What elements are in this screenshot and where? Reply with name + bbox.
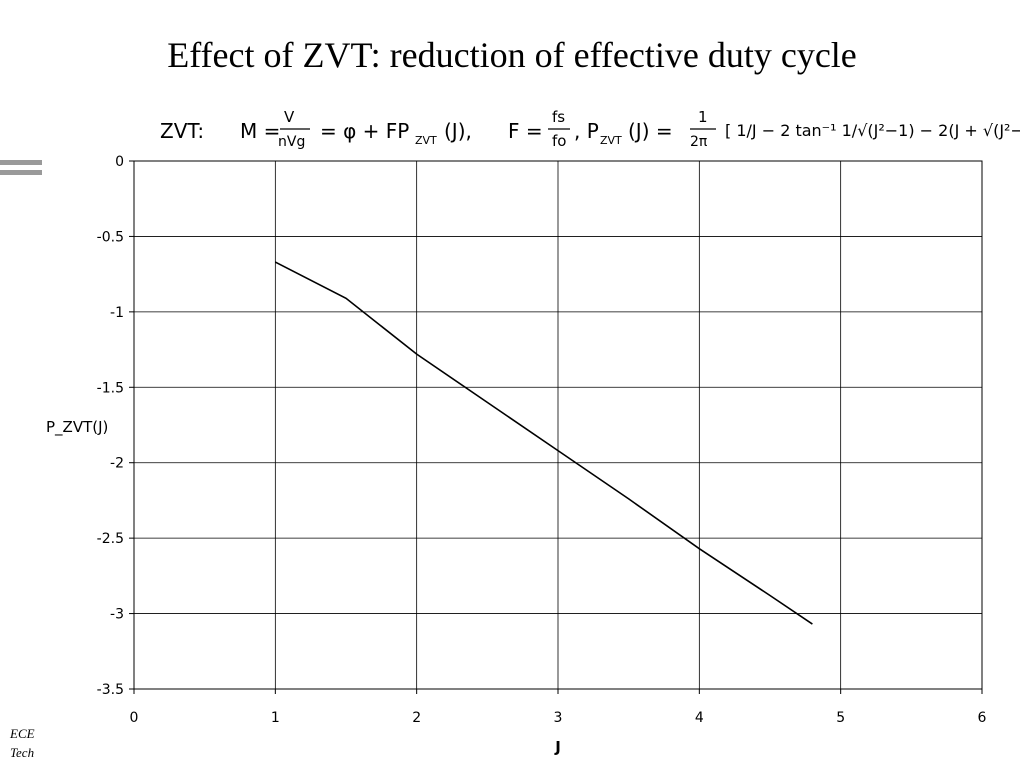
footer-line-1: ECE xyxy=(10,726,35,741)
y-tick-label: -2.5 xyxy=(97,531,124,547)
decorative-bar-top xyxy=(0,160,42,165)
formula-p-num: 1 xyxy=(698,108,708,126)
formula-p-lhs: , P xyxy=(574,119,599,143)
formula-p-sub: ZVT xyxy=(600,134,622,147)
x-tick-label: 4 xyxy=(695,710,704,726)
decorative-bars xyxy=(0,160,42,180)
x-tick-label: 1 xyxy=(271,710,280,726)
formula-m-eq: M = xyxy=(240,119,280,143)
x-tick-label: 3 xyxy=(554,710,563,726)
y-axis-label: P_ZVT(J) xyxy=(46,418,108,437)
y-tick-label: 0 xyxy=(115,154,124,170)
y-axis-ticks: 0 -0.5 -1 -1.5 -2 -2.5 -3 -3.5 xyxy=(97,154,134,698)
x-tick-label: 2 xyxy=(412,710,421,726)
formula-bracket: [ 1/J − 2 tan⁻¹ 1/√(J²−1) − 2(J + √(J²−1… xyxy=(725,121,1020,140)
x-axis-label: J xyxy=(554,738,561,756)
formula-m-num: V xyxy=(284,108,295,126)
x-tick-label: 5 xyxy=(836,710,845,726)
formula-m-rhs: = φ + FP xyxy=(320,119,409,143)
formula-p-den: 2π xyxy=(690,134,708,150)
handwritten-formula: ZVT: M = V nVg = φ + FP ZVT (J), F = fs … xyxy=(160,108,1020,150)
x-tick-label: 6 xyxy=(978,710,987,726)
y-tick-label: -3.5 xyxy=(97,682,124,698)
y-tick-label: -2 xyxy=(110,456,124,472)
footer-line-2: Tech xyxy=(10,745,35,760)
formula-m-sub: ZVT xyxy=(415,134,437,147)
decorative-bar-bottom xyxy=(0,170,42,175)
y-tick-label: -1.5 xyxy=(97,380,124,396)
formula-p-arg: (J) = xyxy=(628,119,673,143)
y-tick-label: -1 xyxy=(110,305,124,321)
formula-prefix: ZVT: xyxy=(160,119,204,143)
footer: ECE Tech xyxy=(10,724,35,762)
formula-m-den: nVg xyxy=(278,134,305,150)
slide-title: Effect of ZVT: reduction of effective du… xyxy=(167,35,857,75)
formula-f-num: fs xyxy=(552,108,565,126)
series-layer xyxy=(274,261,813,625)
formula-f-lhs: F = xyxy=(508,119,543,143)
formula-f-den: fo xyxy=(552,132,566,150)
x-tick-label: 0 xyxy=(130,710,139,726)
x-axis-ticks: 0 1 2 3 4 5 6 xyxy=(130,689,987,726)
formula-m-arg: (J), xyxy=(444,119,472,143)
y-tick-label: -0.5 xyxy=(97,229,124,245)
series-line xyxy=(274,261,813,625)
y-tick-label: -3 xyxy=(110,607,124,623)
